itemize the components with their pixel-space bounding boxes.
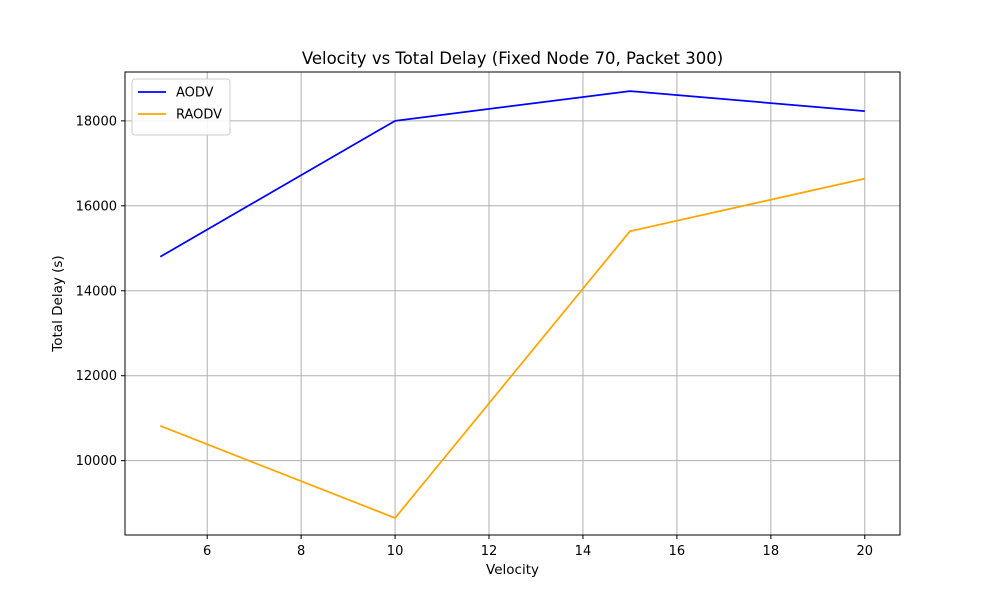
y-axis-ticks: 10000 12000 14000 16000 18000 bbox=[76, 114, 125, 469]
grid bbox=[125, 72, 900, 535]
x-axis-label: Velocity bbox=[486, 562, 539, 578]
series-lines bbox=[159, 90, 865, 519]
legend-label-aodv: AODV bbox=[176, 86, 214, 101]
x-tick-label: 10 bbox=[387, 544, 404, 559]
x-tick-label: 20 bbox=[856, 544, 873, 559]
x-axis-ticks: 6 8 10 12 14 16 18 20 bbox=[203, 535, 873, 559]
legend-label-raodv: RAODV bbox=[176, 108, 222, 123]
x-tick-label: 12 bbox=[481, 544, 498, 559]
series-line-aodv bbox=[159, 90, 865, 258]
legend: AODV RAODV bbox=[131, 78, 231, 136]
x-tick-label: 6 bbox=[203, 544, 211, 559]
plot-area bbox=[124, 71, 901, 536]
y-tick-label: 10000 bbox=[76, 454, 117, 469]
x-tick-label: 16 bbox=[669, 544, 686, 559]
legend-box bbox=[131, 78, 231, 136]
chart-title: Velocity vs Total Delay (Fixed Node 70, … bbox=[302, 49, 723, 68]
x-tick-label: 18 bbox=[763, 544, 780, 559]
x-tick-label: 14 bbox=[575, 544, 592, 559]
y-axis-label: Total Delay (s) bbox=[50, 255, 66, 352]
series-line-raodv bbox=[159, 177, 865, 519]
y-tick-label: 12000 bbox=[76, 369, 117, 384]
y-tick-label: 14000 bbox=[76, 284, 117, 299]
x-tick-label: 8 bbox=[297, 544, 305, 559]
y-tick-label: 18000 bbox=[76, 114, 117, 129]
y-tick-label: 16000 bbox=[76, 199, 117, 214]
